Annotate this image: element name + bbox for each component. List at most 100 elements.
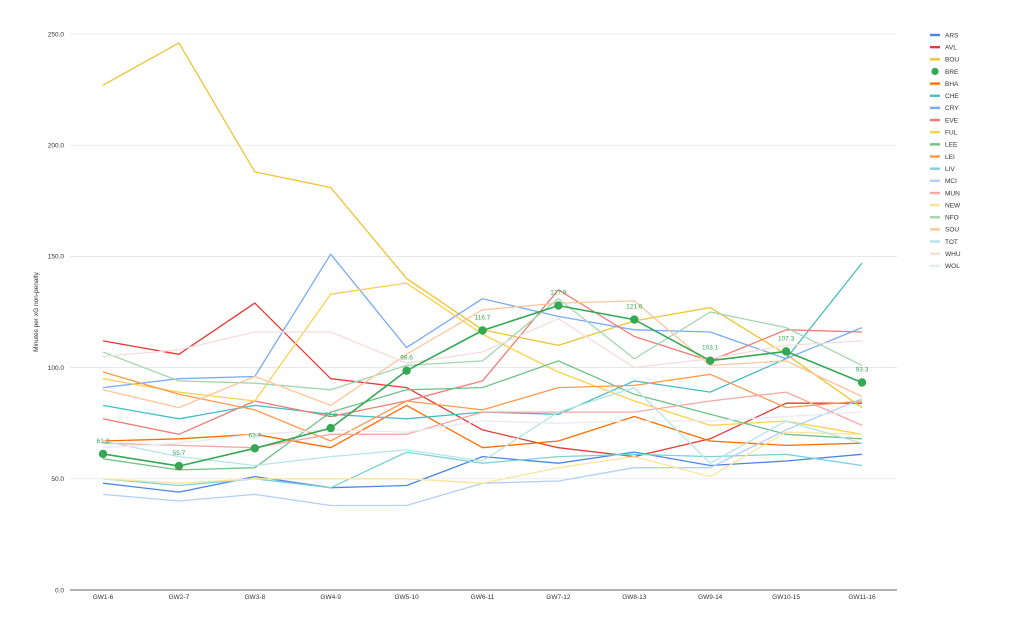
series-line-eve[interactable] [102, 289, 863, 435]
y-tick-label: 0.0 [55, 587, 64, 594]
series-line-avl[interactable] [102, 302, 862, 458]
data-label: 72.8 [324, 412, 337, 419]
series-line-nfo[interactable] [102, 298, 863, 391]
series-line-tot[interactable] [102, 386, 863, 467]
legend-marker [930, 45, 940, 49]
data-label: 55.7 [173, 450, 186, 457]
data-point-bre[interactable] [478, 326, 487, 335]
series-line-ars[interactable] [102, 451, 863, 493]
legend-marker [930, 82, 940, 85]
x-tick-label: GW11-16 [848, 594, 876, 601]
x-tick-label: GW1-6 [93, 594, 114, 601]
data-label: 107.3 [778, 335, 795, 342]
series-line-wol[interactable] [102, 411, 863, 449]
data-point-bre[interactable] [174, 461, 184, 471]
legend-label: BOU [945, 57, 959, 64]
data-point-bre[interactable] [402, 366, 411, 375]
legend-item-avl[interactable]: AVL [930, 44, 957, 51]
data-labels: 61.2 55.7 63.7 72.8 98.6 116.7 127.9 121.6 103.1… [97, 290, 869, 458]
legend[interactable]: ARS AVL BOU BRE BHA CHE CRY EVE FUL LEE LEI LIV MCI M… [930, 32, 961, 270]
legend-item-bre[interactable]: BRE [931, 67, 959, 76]
data-point-bre[interactable] [630, 315, 639, 324]
legend-marker [930, 240, 940, 243]
legend-item-cry[interactable]: CRY [930, 105, 959, 112]
series-line-cry[interactable] [102, 253, 863, 389]
legend-marker [930, 33, 940, 37]
series-line-liv[interactable] [102, 451, 863, 489]
y-axis-title: Minutes per xG non-penalty [33, 271, 40, 352]
data-label: 103.1 [702, 345, 719, 352]
legend-label: NFO [945, 215, 959, 222]
legend-item-ful[interactable]: FUL [930, 130, 958, 137]
legend-item-mci[interactable]: MCI [930, 178, 957, 185]
series-line-mun[interactable] [102, 391, 863, 449]
y-tick-label: 200.0 [48, 143, 65, 150]
data-label: 121.6 [626, 304, 643, 311]
legend-label: LEI [945, 154, 955, 161]
x-tick-label: GW6-11 [471, 594, 495, 601]
x-tick-label: GW5-10 [394, 594, 419, 601]
legend-label: MUN [945, 190, 960, 197]
legend-item-lee[interactable]: LEE [930, 142, 958, 149]
data-point-bre[interactable] [98, 449, 108, 459]
data-point-bre[interactable] [250, 444, 259, 453]
legend-item-new[interactable]: NEW [930, 202, 961, 209]
x-tick-label: GW4-9 [320, 594, 341, 601]
legend-marker [930, 191, 940, 195]
data-point-bre[interactable] [857, 378, 867, 387]
legend-item-whu[interactable]: WHU [930, 251, 961, 258]
legend-item-nfo[interactable]: NFO [930, 215, 959, 222]
legend-item-bha[interactable]: BHA [930, 81, 959, 88]
legend-item-liv[interactable]: LIV [930, 166, 955, 173]
series-line-lee[interactable] [102, 360, 863, 471]
legend-label: FUL [945, 130, 958, 137]
series-line-mci[interactable] [102, 398, 863, 507]
data-point-bre[interactable] [706, 356, 715, 365]
data-point-bre[interactable] [326, 423, 335, 433]
x-tick-label: GW9-14 [698, 594, 723, 601]
series-line-new[interactable] [102, 431, 863, 484]
data-point-bre[interactable] [781, 347, 791, 356]
legend-label: CHE [945, 93, 959, 100]
legend-label: LIV [945, 166, 955, 173]
legend-label: LEE [945, 142, 958, 149]
legend-marker [930, 252, 940, 255]
legend-item-mun[interactable]: MUN [930, 190, 960, 197]
data-label: 61.2 [97, 438, 110, 445]
series-line-whu[interactable] [102, 318, 863, 369]
legend-item-eve[interactable]: EVE [930, 117, 959, 124]
legend-marker [931, 67, 939, 76]
legend-label: SOU [945, 227, 959, 234]
legend-label: ARS [945, 32, 959, 39]
legend-marker [930, 179, 940, 182]
legend-marker [930, 106, 940, 110]
legend-marker [930, 228, 940, 231]
legend-marker [930, 203, 940, 207]
data-label: 93.3 [856, 367, 869, 374]
y-tick-label: 50.0 [51, 476, 64, 483]
series-line-bha[interactable] [102, 404, 863, 449]
legend-item-lei[interactable]: LEI [930, 154, 955, 161]
legend-label: BHA [945, 81, 959, 88]
y-tick-label: 150.0 [48, 254, 65, 261]
legend-item-bou[interactable]: BOU [930, 57, 959, 64]
legend-label: WOL [945, 263, 960, 270]
series-line-lei[interactable] [102, 371, 863, 442]
y-tick-label: 100.0 [48, 365, 65, 372]
series-line-sou[interactable] [102, 300, 863, 409]
legend-item-che[interactable]: CHE [930, 93, 959, 100]
series-line-bou[interactable] [102, 42, 863, 409]
legend-marker [930, 216, 940, 219]
legend-item-tot[interactable]: TOT [930, 239, 958, 246]
axes: 0.0 50.0 100.0 150.0 200.0 250.0 GW1-6 GW2-7 GW3… [33, 31, 876, 601]
legend-item-sou[interactable]: SOU [930, 227, 959, 234]
legend-label: CRY [945, 105, 959, 112]
legend-label: NEW [945, 202, 961, 209]
data-point-bre[interactable] [554, 301, 563, 310]
x-tick-label: GW7-12 [546, 594, 571, 601]
legend-label: TOT [945, 239, 958, 246]
x-tick-label: GW3-8 [245, 594, 266, 601]
legend-item-wol[interactable]: WOL [930, 263, 960, 270]
legend-item-ars[interactable]: ARS [930, 32, 959, 39]
